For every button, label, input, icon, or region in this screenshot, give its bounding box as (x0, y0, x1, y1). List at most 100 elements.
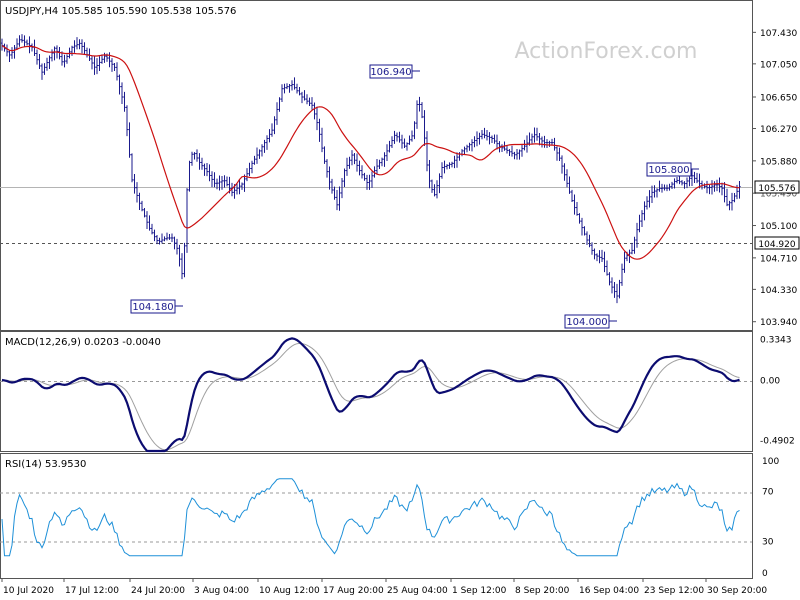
annotation-text: 104.180 (132, 302, 173, 313)
main-y-tick: 103.940 (752, 318, 797, 328)
ohlc-bar (258, 149, 261, 159)
ohlc-bar (600, 249, 604, 262)
ohlc-bar (705, 180, 709, 194)
ohlc-bar (650, 185, 654, 204)
ohlc-bar (390, 136, 394, 149)
ohlc-bar (588, 234, 591, 248)
ohlc-bar (243, 174, 246, 192)
ohlc-bar (505, 145, 509, 154)
ohlc-bar (558, 147, 561, 162)
ohlc-bar (133, 173, 136, 194)
ohlc-bar (288, 83, 291, 93)
ohlc-bar (40, 63, 44, 80)
ohlc-bar (573, 194, 576, 215)
ohlc-bar (538, 133, 541, 146)
ohlc-bar (143, 207, 146, 218)
annotation-105800: 105.800 (646, 162, 699, 177)
ohlc-bar (683, 181, 686, 189)
ohlc-bar (115, 62, 119, 81)
ohlc-bar (713, 181, 716, 192)
ohlc-bar (580, 217, 584, 236)
main-y-tick: 105.100 (752, 222, 797, 232)
ohlc-bar (50, 49, 54, 62)
ohlc-bar (473, 136, 476, 148)
main-price-tags: 105.576 104.920 (754, 180, 800, 250)
ohlc-bar (475, 131, 479, 147)
ohlc-bar (170, 233, 174, 242)
ohlc-bar (370, 171, 374, 188)
macd-y-tick: -0.4902 (760, 437, 795, 447)
ohlc-bar (443, 160, 446, 174)
ohlc-bar (530, 133, 534, 144)
ohlc-bar (215, 178, 219, 190)
ohlc-bar (578, 213, 581, 224)
current-price-tag-box (754, 180, 800, 194)
ohlc-bar (375, 158, 379, 175)
ohlc-bar (73, 40, 76, 53)
macd-y-tick: 0.00 (760, 376, 780, 386)
ohlc-bar (185, 188, 189, 253)
ohlc-bar (448, 162, 451, 169)
ohlc-bar (665, 184, 669, 192)
ohlc-bar (543, 135, 546, 148)
svg-text:104.710: 104.710 (760, 254, 797, 264)
svg-text:0: 0 (762, 569, 768, 579)
ohlc-bar (253, 155, 256, 165)
ohlc-bar (633, 236, 636, 254)
annotation-104000: 104.000 (564, 314, 617, 329)
ohlc-bar (660, 183, 664, 193)
main-y-axis: 107.430 107.050 106.650 106.270 105.880 105.4… (752, 29, 797, 328)
x-tick: 24 Jul 20:00 (129, 578, 185, 596)
x-tick: 10 Jul 2020 (1, 578, 54, 596)
ohlc-bar (293, 77, 296, 90)
ohlc-bar (590, 242, 594, 255)
ohlc-bar (568, 176, 571, 194)
x-axis: 10 Jul 2020 17 Jul 12:00 24 Jul 20:00 3 Aug… (1, 578, 767, 596)
ohlc-bar (575, 201, 579, 216)
svg-text:30 Sep 20:00: 30 Sep 20:00 (707, 586, 767, 596)
ohlc-bar (360, 165, 364, 179)
svg-text:25 Aug 04:00: 25 Aug 04:00 (387, 586, 448, 596)
ohlc-bar (440, 162, 444, 179)
watermark: ActionForex.com (515, 39, 698, 64)
ohlc-bar (413, 121, 416, 140)
x-tick: 30 Sep 20:00 (705, 578, 767, 596)
ohlc-bar (60, 51, 64, 66)
ohlc-bar (428, 159, 431, 189)
rsi-y-axis: 100 70 30 0 (762, 457, 779, 579)
ohlc-bar (123, 91, 126, 112)
ohlc-bar (670, 181, 674, 190)
ohlc-bar (733, 192, 736, 203)
ohlc-bar (403, 138, 406, 148)
ohlc-bar (23, 35, 26, 47)
ohlc-bar (13, 44, 16, 59)
ohlc-bar (738, 181, 741, 199)
ohlc-bar (303, 90, 306, 101)
ohlc-bar (343, 168, 346, 188)
ohlc-bar (235, 183, 239, 195)
ohlc-bar (663, 184, 666, 191)
ohlc-bar (728, 200, 731, 211)
ohlc-bar (45, 57, 49, 71)
svg-text:30: 30 (762, 537, 774, 547)
ohlc-bar (15, 38, 19, 50)
svg-text:104.330: 104.330 (760, 286, 797, 296)
svg-text:8 Sep 20:00: 8 Sep 20:00 (515, 586, 570, 596)
ohlc-bar (98, 56, 101, 71)
ohlc-bar (450, 161, 454, 168)
ohlc-bar (433, 184, 436, 197)
ohlc-bar (75, 37, 79, 50)
ohlc-bar (510, 145, 514, 157)
ohlc-bar (493, 134, 496, 144)
ohlc-bar (378, 159, 381, 169)
ohlc-bar (163, 236, 166, 242)
ohlc-bar (635, 222, 639, 248)
ohlc-bar (165, 232, 169, 241)
ohlc-bar (365, 174, 369, 190)
ohlc-bar (673, 178, 676, 189)
main-y-tick: 106.270 (752, 125, 797, 135)
ohlc-bar (655, 188, 659, 198)
svg-text:0.3343: 0.3343 (760, 336, 792, 346)
svg-text:0.00: 0.00 (760, 376, 780, 386)
svg-text:1 Sep 12:00: 1 Sep 12:00 (452, 586, 507, 596)
